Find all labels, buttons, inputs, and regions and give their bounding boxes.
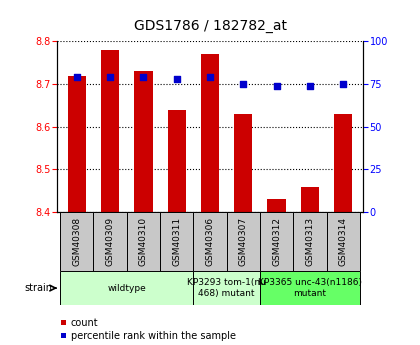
Point [107,75,113,80]
Point [273,83,280,89]
Bar [234,114,252,212]
Bar [127,212,160,271]
Text: KP3293 tom-1(nu
468) mutant: KP3293 tom-1(nu 468) mutant [187,278,266,298]
Bar [60,212,93,271]
Text: GSM40306: GSM40306 [205,217,215,266]
Bar [101,50,119,212]
Bar [327,212,360,271]
Bar [293,212,327,271]
Bar [193,212,227,271]
Point [340,81,346,87]
Text: GSM40314: GSM40314 [339,217,348,266]
Point [140,75,147,80]
Text: GSM40308: GSM40308 [72,217,81,266]
Bar [301,187,319,212]
Point [307,83,313,89]
Bar [68,76,86,212]
Point [207,75,213,80]
Text: GSM40307: GSM40307 [239,217,248,266]
Bar [168,110,186,212]
Text: strain: strain [24,283,52,293]
Bar [260,212,293,271]
Text: count: count [71,318,99,327]
Text: GDS1786 / 182782_at: GDS1786 / 182782_at [134,19,286,33]
Bar [134,71,152,212]
Text: GSM40311: GSM40311 [172,217,181,266]
Bar [334,114,352,212]
Text: GSM40310: GSM40310 [139,217,148,266]
Point [240,81,247,87]
Text: GSM40309: GSM40309 [105,217,115,266]
Text: GSM40313: GSM40313 [305,217,315,266]
Bar [193,271,260,305]
Bar [160,212,193,271]
Text: GSM40312: GSM40312 [272,217,281,266]
Text: KP3365 unc-43(n1186)
mutant: KP3365 unc-43(n1186) mutant [258,278,362,298]
Bar [201,54,219,212]
Point [74,75,80,80]
Text: percentile rank within the sample: percentile rank within the sample [71,331,236,341]
Point [173,76,180,82]
Bar [60,271,193,305]
Bar [227,212,260,271]
Bar [260,271,360,305]
Bar [93,212,127,271]
Text: wildtype: wildtype [107,284,146,293]
Bar [268,199,286,212]
